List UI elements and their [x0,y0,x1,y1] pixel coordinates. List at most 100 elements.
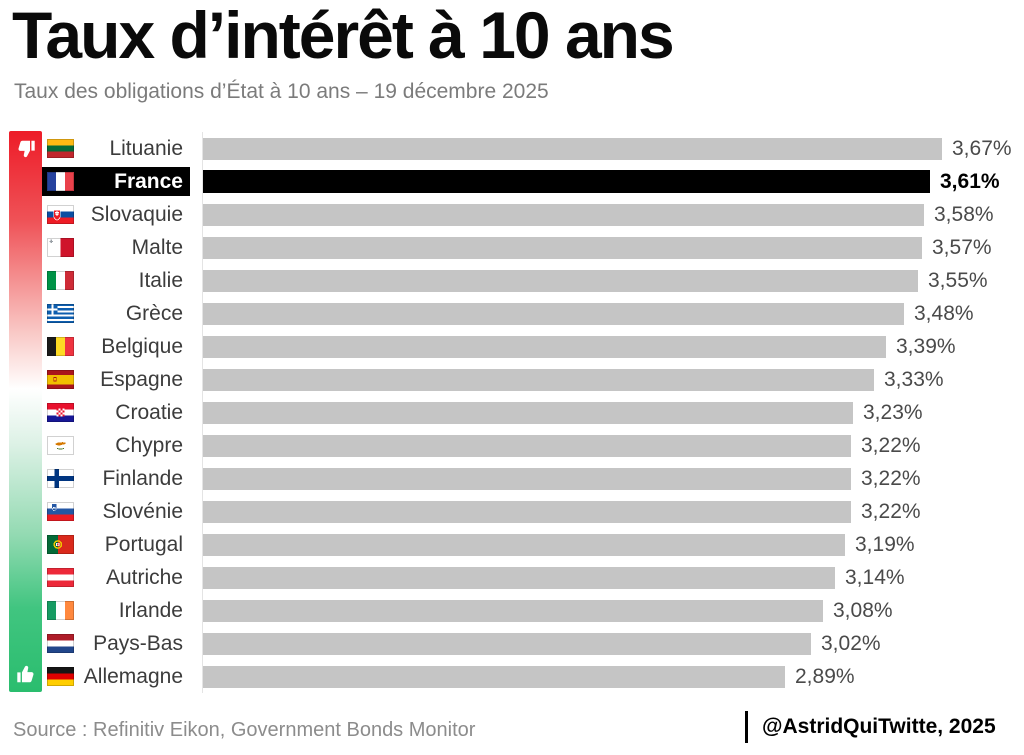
rate-bar [203,269,918,292]
chart-row: Malte 3,57% [42,231,1024,264]
rate-bar [203,599,823,622]
country-label: Slovénie [102,499,183,523]
flag-france-icon [47,172,75,192]
country-label: Finlande [102,466,183,490]
flag-grece-icon [47,304,75,324]
rate-bar [203,566,835,589]
chart-row: Italie 3,55% [42,264,1024,297]
value-label: 3,08% [833,598,893,622]
value-label: 3,22% [861,466,921,490]
value-label: 3,48% [914,301,974,325]
value-label: 3,19% [855,532,915,556]
row-label-group: France [42,167,190,196]
country-label: Espagne [100,367,183,391]
country-label: Chypre [115,433,183,457]
flag-allemagne-icon [47,667,75,687]
row-label-group: Autriche [42,563,190,592]
row-label-group: Croatie [42,398,190,427]
rate-bar [203,170,930,193]
country-label: Lituanie [109,136,183,160]
flag-belgique-icon [47,337,75,357]
country-label: Slovaquie [90,202,183,226]
value-label: 3,57% [932,235,992,259]
chart-row: Belgique 3,39% [42,330,1024,363]
country-label: France [114,169,183,193]
rate-bar [203,203,924,226]
flag-croatie-icon [47,403,75,423]
thumbs-down-icon [15,138,37,160]
rate-bar [203,137,942,160]
value-label: 2,89% [795,664,855,688]
chart-row: Finlande 3,22% [42,462,1024,495]
value-label: 3,55% [928,268,988,292]
row-label-group: Espagne [42,365,190,394]
chart-row: Allemagne 2,89% [42,660,1024,693]
value-label: 3,22% [861,499,921,523]
flag-slovaquie-icon [47,205,75,225]
country-label: Grèce [125,301,183,325]
source-text: Source : Refinitiv Eikon, Government Bon… [13,719,476,741]
rate-bar [203,368,874,391]
chart-row: Lituanie 3,67% [42,132,1024,165]
rate-bar [203,533,845,556]
flag-portugal-icon [47,535,75,555]
value-label: 3,33% [884,367,944,391]
sentiment-gradient-strip [9,131,42,692]
chart-row: Irlande 3,08% [42,594,1024,627]
value-label: 3,39% [896,334,956,358]
country-label: Irlande [118,598,183,622]
flag-autriche-icon [47,568,75,588]
row-label-group: Grèce [42,299,190,328]
chart-row: Portugal 3,19% [42,528,1024,561]
rate-bar [203,401,853,424]
credit-block: @AstridQuiTwitte, 2025 [745,711,996,743]
country-label: Malte [131,235,183,259]
value-label: 3,61% [940,169,1000,193]
flag-lituanie-icon [47,139,75,159]
country-label: Autriche [105,565,183,589]
flag-espagne-icon [47,370,75,390]
country-label: Croatie [115,400,183,424]
value-label: 3,58% [934,202,994,226]
rate-bar [203,632,811,655]
credit-divider [745,711,748,743]
row-label-group: Slovaquie [42,200,190,229]
credit-text: @AstridQuiTwitte, 2025 [762,715,996,738]
row-label-group: Italie [42,266,190,295]
rate-bar [203,500,851,523]
row-label-group: Slovénie [42,497,190,526]
rate-bar [203,302,904,325]
row-label-group: Lituanie [42,134,190,163]
chart-row: Autriche 3,14% [42,561,1024,594]
row-label-group: Portugal [42,530,190,559]
row-label-group: Malte [42,233,190,262]
rate-bar [203,236,922,259]
value-label: 3,14% [845,565,905,589]
chart-rows: Lituanie 3,67% France 3,61% Slovaquie 3,58% Ma… [42,132,1024,693]
bar-baseline [202,132,203,693]
row-label-group: Allemagne [42,662,190,691]
country-label: Allemagne [83,664,183,688]
flag-slovenie-icon [47,502,75,522]
chart-row: Chypre 3,22% [42,429,1024,462]
country-label: Italie [138,268,183,292]
value-label: 3,67% [952,136,1012,160]
chart-row: Slovénie 3,22% [42,495,1024,528]
chart-row: Grèce 3,48% [42,297,1024,330]
rate-bar [203,335,886,358]
rate-bar [203,665,785,688]
country-label: Pays-Bas [93,631,183,655]
row-label-group: Finlande [42,464,190,493]
page-subtitle: Taux des obligations d’État à 10 ans – 1… [14,80,549,103]
rate-bar [203,434,851,457]
rate-bar [203,467,851,490]
row-label-group: Belgique [42,332,190,361]
chart-row: Espagne 3,33% [42,363,1024,396]
value-label: 3,22% [861,433,921,457]
flag-paysbas-icon [47,634,75,654]
thumbs-up-icon [15,663,37,685]
chart-row: France 3,61% [42,165,1024,198]
row-label-group: Chypre [42,431,190,460]
flag-irlande-icon [47,601,75,621]
page-title: Taux d’intérêt à 10 ans [12,0,675,72]
